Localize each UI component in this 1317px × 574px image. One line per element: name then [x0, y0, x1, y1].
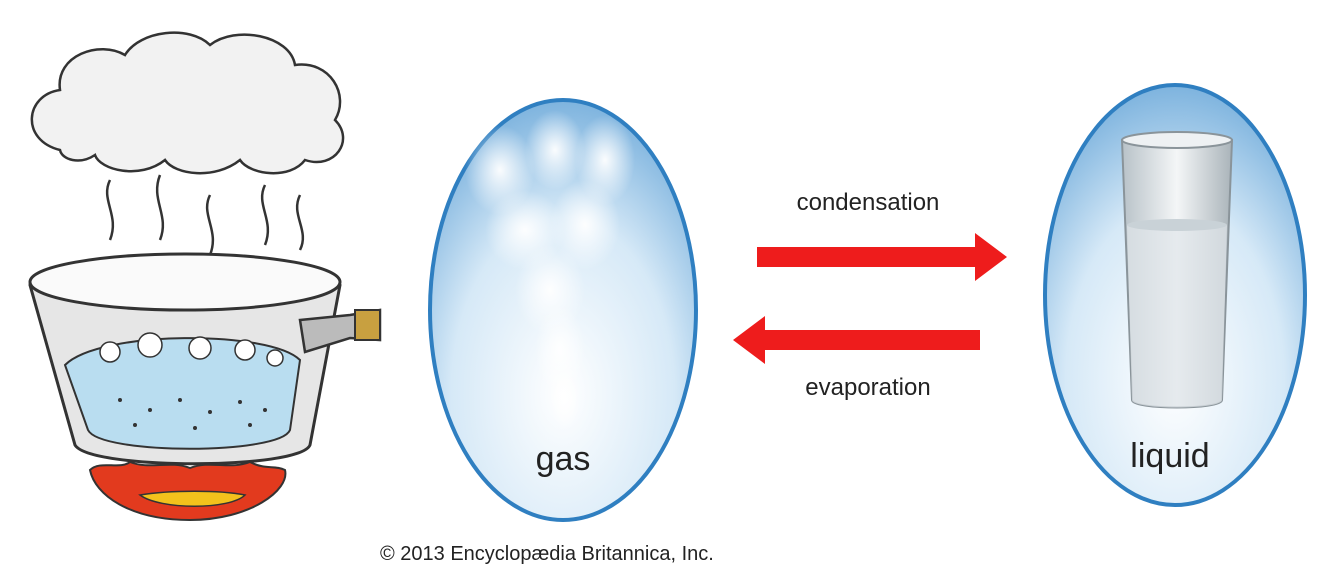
evaporation-edge: evaporation [733, 316, 980, 401]
node-label: gas [536, 440, 591, 478]
credit: © 2013 Encyclopædia Britannica, Inc. [380, 543, 714, 565]
diagram: gas liquid condensation evaporation © 20… [0, 0, 1317, 574]
node-label: liquid [1130, 437, 1209, 475]
gas-node: gas [430, 100, 696, 520]
edge-label: condensation [797, 189, 940, 216]
boiling-pot-illustration [5, 5, 380, 570]
condensation-edge: condensation [757, 189, 1007, 281]
edge-label: evaporation [805, 374, 930, 401]
liquid-node: liquid [1045, 85, 1305, 505]
